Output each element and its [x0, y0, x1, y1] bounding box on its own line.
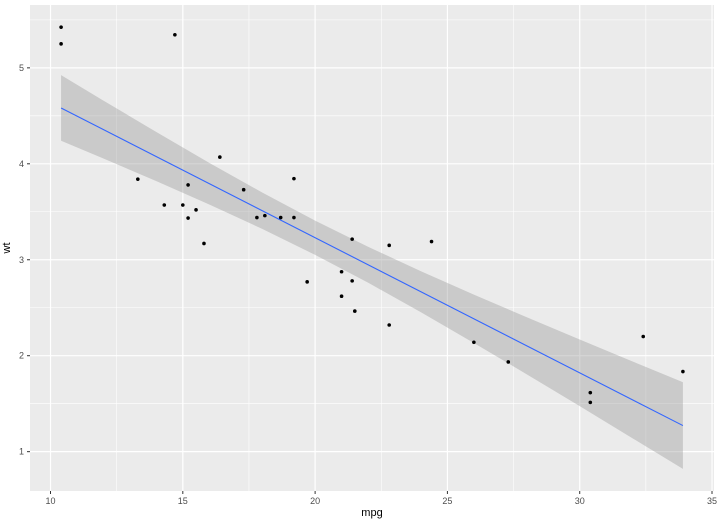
- data-point: [218, 155, 222, 159]
- x-tick-label: 15: [178, 496, 188, 506]
- data-point: [59, 42, 63, 46]
- data-point: [305, 280, 309, 284]
- data-point: [588, 390, 593, 395]
- data-point: [278, 215, 283, 220]
- data-point: [429, 239, 434, 244]
- data-point: [263, 213, 267, 218]
- data-point: [292, 215, 296, 220]
- y-tick-label: 3: [19, 255, 24, 265]
- data-point: [588, 400, 593, 405]
- data-point: [472, 340, 476, 345]
- y-axis-title: wt: [1, 243, 13, 255]
- data-point: [162, 203, 167, 207]
- y-tick-label: 5: [19, 63, 24, 73]
- data-point: [194, 208, 198, 212]
- data-point: [387, 243, 391, 248]
- data-point: [241, 187, 246, 192]
- regression-line: [60, 107, 684, 427]
- confidence-band: [61, 75, 683, 469]
- data-point: [641, 334, 646, 339]
- data-point: [136, 177, 140, 181]
- data-point: [173, 32, 177, 37]
- x-tick-label: 10: [45, 496, 55, 506]
- data-point: [350, 237, 354, 241]
- y-tick-label: 1: [19, 447, 24, 457]
- data-point: [202, 241, 206, 246]
- data-point: [350, 279, 354, 283]
- data-point: [292, 176, 296, 181]
- data-point: [186, 183, 190, 187]
- data-point: [506, 360, 511, 364]
- plot-area: 10 15 20 25 30 35 1 2 3 4 5: [19, 5, 717, 506]
- x-tick-label: 35: [707, 496, 717, 506]
- plot-panel: [30, 5, 714, 491]
- data-point: [59, 25, 63, 29]
- data-point: [181, 203, 185, 207]
- data-point: [339, 294, 344, 299]
- data-point: [255, 215, 259, 220]
- x-tick-label: 30: [575, 496, 585, 506]
- data-point: [353, 309, 357, 313]
- data-point: [339, 269, 344, 274]
- x-tick-label: 20: [310, 496, 320, 506]
- x-axis-title: mpg: [361, 507, 382, 519]
- data-point: [387, 323, 391, 327]
- x-tick-label: 25: [442, 496, 452, 506]
- y-tick-label: 2: [19, 351, 24, 361]
- data-point: [681, 369, 685, 374]
- y-tick-label: 4: [19, 159, 24, 169]
- data-point: [186, 216, 190, 220]
